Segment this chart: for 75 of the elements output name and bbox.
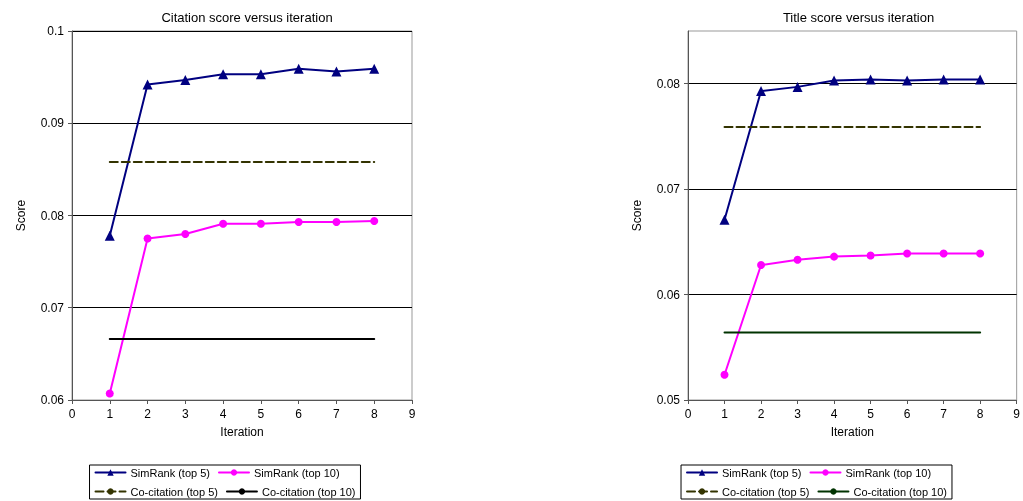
y-tick-label: 0.08 (656, 76, 681, 91)
point (756, 86, 767, 97)
y-tick-label: 0.06 (656, 287, 681, 302)
x-tick-label: 1 (106, 407, 114, 421)
point (976, 249, 985, 258)
y-axis-title: Score (14, 199, 28, 232)
point (142, 79, 153, 90)
y-tick-label: 0.09 (40, 116, 65, 131)
point (104, 230, 115, 241)
legend-label: SimRank (top 5) (130, 466, 210, 479)
point (866, 251, 875, 260)
point (792, 81, 803, 92)
x-tick-label: 9 (408, 407, 416, 421)
y-tick-label: 0.08 (40, 208, 65, 223)
point (256, 219, 265, 228)
x-tick-label: 7 (333, 407, 341, 421)
legend-label: Co-citation (top 5) (130, 485, 218, 498)
point (793, 255, 802, 264)
x-tick-label: 9 (1013, 407, 1021, 421)
y-axis-title: Score (630, 199, 644, 232)
point (369, 63, 380, 74)
legend-label: Co-citation (top 5) (722, 485, 810, 498)
x-tick-label: 3 (181, 407, 189, 421)
point (938, 74, 949, 85)
point (218, 69, 229, 80)
x-tick-label: 3 (794, 407, 802, 421)
chart-title: Title score versus iteration (782, 10, 935, 25)
y-tick-label: 0.1 (47, 24, 65, 38)
point (939, 249, 948, 258)
x-axis-title: Iteration (830, 425, 875, 439)
point (720, 370, 729, 379)
y-tick-label: 0.07 (40, 300, 65, 315)
x-tick-label: 7 (940, 407, 948, 421)
point (143, 234, 152, 243)
x-tick-label: 6 (903, 407, 911, 421)
x-tick-label: 8 (976, 407, 984, 421)
x-tick-label: 0 (684, 407, 692, 421)
point (903, 249, 912, 258)
legend-label: SimRank (top 5) (722, 466, 802, 479)
x-tick-label: 2 (757, 407, 765, 421)
x-tick-label: 4 (219, 407, 227, 421)
legend-label: SimRank (top 10) (845, 466, 932, 479)
x-tick-label: 1 (721, 407, 729, 421)
point (293, 63, 304, 74)
point (219, 219, 228, 228)
legend-label: Co-citation (top 10) (261, 485, 356, 498)
point (830, 252, 839, 261)
point (757, 261, 766, 270)
x-axis-title: Iteration (220, 425, 264, 439)
x-tick-label: 4 (830, 407, 838, 421)
legend-label: Co-citation (top 10) (853, 485, 947, 498)
y-tick-label: 0.07 (656, 182, 681, 197)
x-tick-label: 5 (867, 407, 875, 421)
x-tick-label: 0 (68, 407, 76, 421)
x-tick-label: 6 (295, 407, 303, 421)
x-tick-label: 2 (144, 407, 152, 421)
point (370, 217, 379, 226)
point (255, 69, 266, 80)
chart-title: Citation score versus iteration (161, 10, 333, 25)
point (105, 389, 114, 398)
point (719, 214, 730, 225)
x-tick-label: 8 (370, 407, 378, 421)
point (975, 74, 986, 85)
y-tick-label: 0.06 (40, 393, 65, 407)
point (829, 75, 840, 86)
y-tick-label: 0.05 (656, 393, 681, 407)
x-tick-label: 5 (257, 407, 265, 421)
point (332, 217, 341, 226)
legend-label: SimRank (top 10) (253, 466, 340, 479)
point (331, 66, 342, 77)
point (865, 74, 876, 85)
point (181, 229, 190, 238)
point (902, 75, 913, 86)
point (180, 74, 191, 85)
point (294, 217, 303, 226)
